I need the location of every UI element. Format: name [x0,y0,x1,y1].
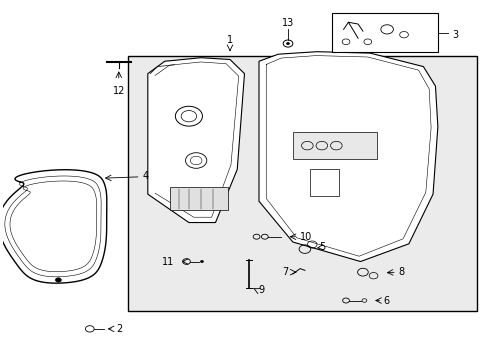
Bar [309,169,338,196]
Text: 8: 8 [397,267,404,277]
Bar [331,13,437,53]
Circle shape [200,260,203,262]
Text: 3: 3 [451,30,458,40]
Text: 12: 12 [112,86,125,96]
Polygon shape [259,52,437,261]
Text: 6: 6 [383,296,389,306]
Bar [169,187,227,210]
Circle shape [286,42,289,45]
Text: 2: 2 [116,324,122,334]
Text: 7: 7 [281,267,287,277]
Text: 1: 1 [226,35,233,45]
Text: 4: 4 [142,171,149,181]
Text: 9: 9 [258,285,264,295]
Text: 13: 13 [281,18,294,28]
Bar [292,132,377,159]
Polygon shape [147,58,244,222]
Text: 10: 10 [300,232,312,242]
Bar [128,56,476,311]
Text: 11: 11 [162,257,174,266]
Circle shape [55,278,61,282]
Text: 5: 5 [319,242,325,252]
